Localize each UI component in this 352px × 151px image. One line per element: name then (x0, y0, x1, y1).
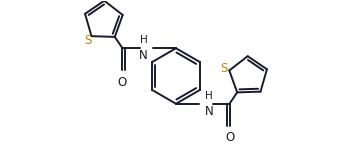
Text: H: H (139, 35, 147, 45)
Text: O: O (226, 132, 235, 145)
Text: N: N (205, 105, 213, 118)
Text: S: S (84, 34, 92, 47)
Text: S: S (220, 62, 227, 75)
Text: N: N (139, 49, 147, 62)
Text: H: H (205, 91, 213, 101)
Text: O: O (117, 76, 126, 89)
